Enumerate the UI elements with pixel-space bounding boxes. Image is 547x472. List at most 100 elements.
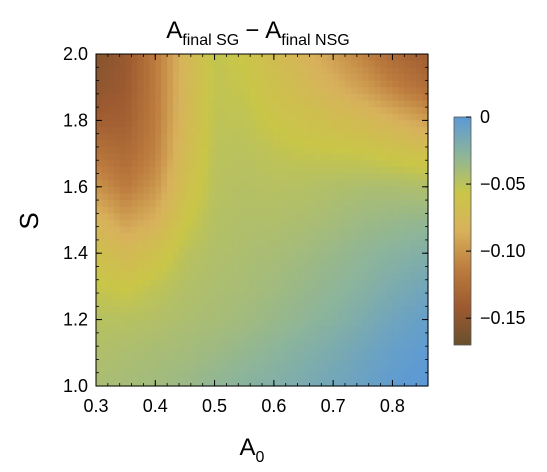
heatmap-cell bbox=[309, 273, 316, 281]
heatmap-cell bbox=[339, 146, 346, 155]
heatmap-cell bbox=[339, 279, 346, 287]
heatmap-cell bbox=[392, 100, 399, 108]
heatmap-cell bbox=[386, 326, 394, 334]
heatmap-cell bbox=[214, 339, 222, 347]
heatmap-cell bbox=[416, 366, 423, 374]
heatmap-cell bbox=[143, 359, 150, 367]
heatmap-cell bbox=[96, 326, 103, 334]
heatmap-cell bbox=[149, 239, 156, 248]
heatmap-cell bbox=[339, 127, 346, 135]
heatmap-cell bbox=[143, 173, 150, 181]
heatmap-cell bbox=[250, 326, 257, 334]
heatmap-cell bbox=[398, 160, 405, 168]
heatmap-cell bbox=[386, 173, 394, 181]
heatmap-cell bbox=[339, 306, 346, 314]
heatmap-cell bbox=[101, 140, 109, 148]
heatmap-cell bbox=[238, 153, 245, 161]
heatmap-cell bbox=[291, 379, 299, 387]
heatmap-cell bbox=[196, 193, 204, 201]
heatmap-cell bbox=[190, 352, 198, 361]
heatmap-cell bbox=[190, 80, 198, 88]
heatmap-cell bbox=[220, 239, 228, 248]
heatmap-cell bbox=[161, 286, 168, 294]
heatmap-cell bbox=[202, 293, 210, 301]
heatmap-cell bbox=[238, 306, 245, 314]
heatmap-cell bbox=[345, 359, 352, 367]
heatmap-cell bbox=[327, 213, 334, 221]
heatmap-cell bbox=[410, 146, 417, 155]
heatmap-cell bbox=[214, 372, 222, 380]
heatmap-cell bbox=[238, 87, 245, 95]
heatmap-cell bbox=[208, 332, 216, 341]
heatmap-cell bbox=[190, 113, 198, 121]
heatmap-cell bbox=[362, 306, 370, 314]
heatmap-cell bbox=[333, 226, 340, 234]
heatmap-cell bbox=[202, 146, 210, 155]
heatmap-cell bbox=[356, 346, 364, 354]
heatmap-cell bbox=[398, 379, 405, 387]
heatmap-cell bbox=[345, 113, 352, 121]
heatmap-cell bbox=[416, 113, 423, 121]
heatmap-cell bbox=[232, 213, 239, 221]
heatmap-cell bbox=[202, 253, 210, 261]
heatmap-cell bbox=[410, 286, 417, 294]
heatmap-cell bbox=[131, 173, 139, 181]
heatmap-cell bbox=[256, 359, 263, 367]
heatmap-cell bbox=[262, 186, 269, 195]
heatmap-cell bbox=[410, 306, 417, 314]
heatmap-cell bbox=[149, 186, 156, 195]
heatmap-cell bbox=[398, 319, 405, 327]
heatmap-cell bbox=[244, 359, 251, 367]
heatmap-cell bbox=[333, 73, 340, 82]
heatmap-cell bbox=[167, 253, 174, 261]
heatmap-cell bbox=[404, 180, 411, 188]
heatmap-cell bbox=[137, 279, 145, 287]
heatmap-cell bbox=[131, 259, 139, 268]
heatmap-cell bbox=[238, 220, 245, 228]
heatmap-cell bbox=[273, 200, 281, 208]
heatmap-cell bbox=[327, 160, 334, 168]
heatmap-cell bbox=[155, 127, 162, 135]
heatmap-cell bbox=[392, 133, 399, 141]
heatmap-cell bbox=[184, 239, 192, 248]
heatmap-cell bbox=[368, 379, 376, 387]
heatmap-cell bbox=[238, 160, 245, 168]
heatmap-cell bbox=[232, 346, 239, 354]
heatmap-cell bbox=[422, 200, 429, 208]
heatmap-cell bbox=[398, 87, 405, 95]
heatmap-cell bbox=[161, 120, 168, 128]
heatmap-cell bbox=[173, 226, 180, 234]
heatmap-cell bbox=[173, 200, 180, 208]
heatmap-cell bbox=[386, 359, 394, 367]
heatmap-cell bbox=[214, 366, 222, 374]
heatmap-cell bbox=[125, 133, 133, 141]
heatmap-cell bbox=[125, 93, 133, 102]
heatmap-cell bbox=[345, 352, 352, 361]
heatmap-cell bbox=[167, 180, 174, 188]
heatmap-cell bbox=[404, 352, 411, 361]
heatmap-cell bbox=[149, 352, 156, 361]
heatmap-cell bbox=[404, 107, 411, 115]
heatmap-cell bbox=[309, 146, 316, 155]
heatmap-cell bbox=[321, 213, 328, 221]
heatmap-cell bbox=[143, 140, 150, 148]
heatmap-cell bbox=[262, 160, 269, 168]
heatmap-cell bbox=[279, 326, 287, 334]
heatmap-cell bbox=[232, 326, 239, 334]
heatmap-cell bbox=[190, 206, 198, 214]
heatmap-cell bbox=[315, 346, 322, 354]
heatmap-cell bbox=[161, 100, 168, 108]
heatmap-cell bbox=[416, 359, 423, 367]
heatmap-cell bbox=[262, 246, 269, 254]
heatmap-cell bbox=[161, 87, 168, 95]
heatmap-cell bbox=[392, 166, 399, 175]
heatmap-cell bbox=[339, 379, 346, 387]
heatmap-cell bbox=[238, 319, 245, 327]
heatmap-cell bbox=[184, 200, 192, 208]
heatmap-cell bbox=[125, 312, 133, 321]
heatmap-cell bbox=[380, 87, 388, 95]
heatmap-cell bbox=[232, 140, 239, 148]
heatmap-cell bbox=[143, 107, 150, 115]
heatmap-cell bbox=[196, 259, 204, 268]
heatmap-cell bbox=[350, 100, 358, 108]
